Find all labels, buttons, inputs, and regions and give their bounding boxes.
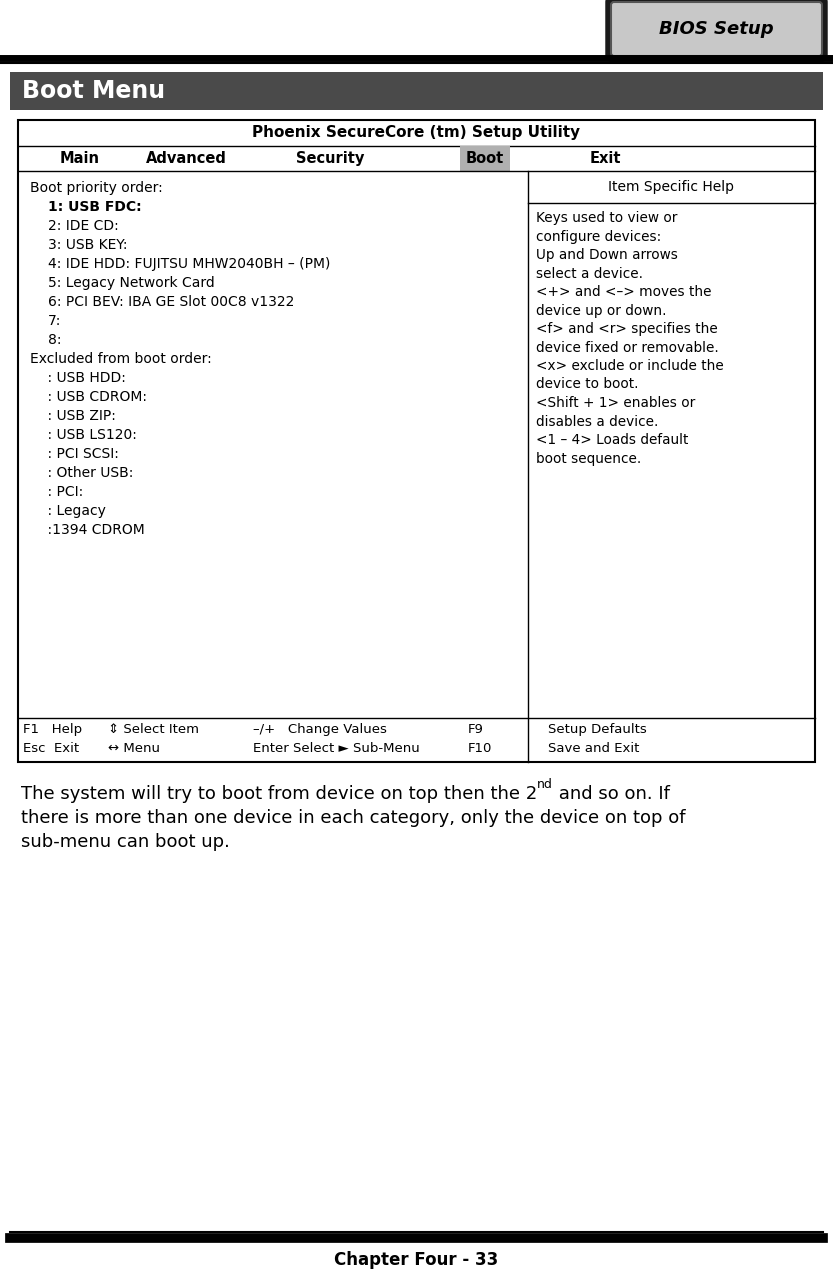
Text: Save and Exit: Save and Exit [548, 742, 640, 755]
Bar [460, 146, 510, 172]
Text: : PCI:: : PCI: [30, 485, 83, 499]
Text: F9: F9 [468, 723, 484, 736]
Text: Esc  Exit: Esc Exit [23, 742, 79, 755]
Text: Up and Down arrows: Up and Down arrows [536, 248, 678, 262]
Text: sub-menu can boot up.: sub-menu can boot up. [21, 833, 230, 851]
Text: Keys used to view or: Keys used to view or [536, 211, 677, 225]
Text: Exit: Exit [589, 151, 621, 166]
Text: Chapter Four - 33: Chapter Four - 33 [334, 1251, 499, 1268]
Text: <x> exclude or include the: <x> exclude or include the [536, 358, 724, 372]
Text: : Other USB:: : Other USB: [30, 466, 133, 480]
Text: : Legacy: : Legacy [30, 504, 106, 518]
Text: F1   Help: F1 Help [23, 723, 82, 736]
Text: select a device.: select a device. [536, 266, 643, 280]
Text: 8:: 8: [48, 333, 62, 347]
Text: Boot: Boot [466, 151, 504, 166]
Text: : USB ZIP:: : USB ZIP: [30, 410, 116, 422]
Text: Security: Security [296, 151, 364, 166]
Text: <Shift + 1> enables or: <Shift + 1> enables or [536, 396, 696, 410]
Text: F10: F10 [468, 742, 492, 755]
Text: ⇕ Select Item: ⇕ Select Item [108, 723, 199, 736]
Text: : USB CDROM:: : USB CDROM: [30, 390, 147, 404]
Text: Boot priority order:: Boot priority order: [30, 180, 162, 195]
Text: nd: nd [537, 778, 553, 791]
Bar [18, 120, 815, 762]
Text: Item Specific Help: Item Specific Help [608, 180, 735, 195]
Text: nd: nd [537, 778, 553, 791]
Text: there is more than one device in each category, only the device on top of: there is more than one device in each ca… [21, 809, 686, 827]
Text: : PCI SCSI:: : PCI SCSI: [30, 447, 119, 461]
Text: 7:: 7: [48, 314, 62, 328]
Text: : USB LS120:: : USB LS120: [30, 428, 137, 442]
Text: BIOS Setup: BIOS Setup [659, 20, 774, 38]
FancyBboxPatch shape [607, 0, 826, 60]
Text: device up or down.: device up or down. [536, 303, 666, 317]
FancyBboxPatch shape [611, 3, 822, 56]
Text: 5: Legacy Network Card: 5: Legacy Network Card [48, 276, 215, 291]
Text: device to boot.: device to boot. [536, 378, 639, 392]
Text: The system will try to boot from device on top then the 2: The system will try to boot from device … [21, 785, 537, 803]
Text: –/+   Change Values: –/+ Change Values [253, 723, 387, 736]
Text: boot sequence.: boot sequence. [536, 452, 641, 466]
Text: and so on. If: and so on. If [553, 785, 670, 803]
Text: :1394 CDROM: :1394 CDROM [30, 524, 145, 538]
Text: Main: Main [60, 151, 100, 166]
Text: disables a device.: disables a device. [536, 415, 658, 429]
Text: <+> and <–> moves the: <+> and <–> moves the [536, 285, 711, 300]
Text: 6: PCI BEV: IBA GE Slot 00C8 v1322: 6: PCI BEV: IBA GE Slot 00C8 v1322 [48, 294, 294, 308]
Text: 3: USB KEY:: 3: USB KEY: [48, 238, 127, 252]
Text: 1: USB FDC:: 1: USB FDC: [48, 200, 142, 214]
Text: 4: IDE HDD: FUJITSU MHW2040BH – (PM): 4: IDE HDD: FUJITSU MHW2040BH – (PM) [48, 257, 331, 271]
Text: device fixed or removable.: device fixed or removable. [536, 340, 719, 355]
Text: : USB HDD:: : USB HDD: [30, 371, 126, 385]
Text: Boot Menu: Boot Menu [22, 79, 165, 102]
Bar [10, 72, 823, 110]
Text: Enter Select ► Sub-Menu: Enter Select ► Sub-Menu [253, 742, 420, 755]
Text: <1 – 4> Loads default: <1 – 4> Loads default [536, 433, 688, 447]
Text: configure devices:: configure devices: [536, 229, 661, 243]
Text: 2: IDE CD:: 2: IDE CD: [48, 219, 119, 233]
Text: Excluded from boot order:: Excluded from boot order: [30, 352, 212, 366]
Text: Phoenix SecureCore (tm) Setup Utility: Phoenix SecureCore (tm) Setup Utility [252, 125, 581, 141]
Text: Advanced: Advanced [146, 151, 227, 166]
Text: ↔ Menu: ↔ Menu [108, 742, 160, 755]
Text: Setup Defaults: Setup Defaults [548, 723, 646, 736]
Text: <f> and <r> specifies the: <f> and <r> specifies the [536, 323, 718, 335]
